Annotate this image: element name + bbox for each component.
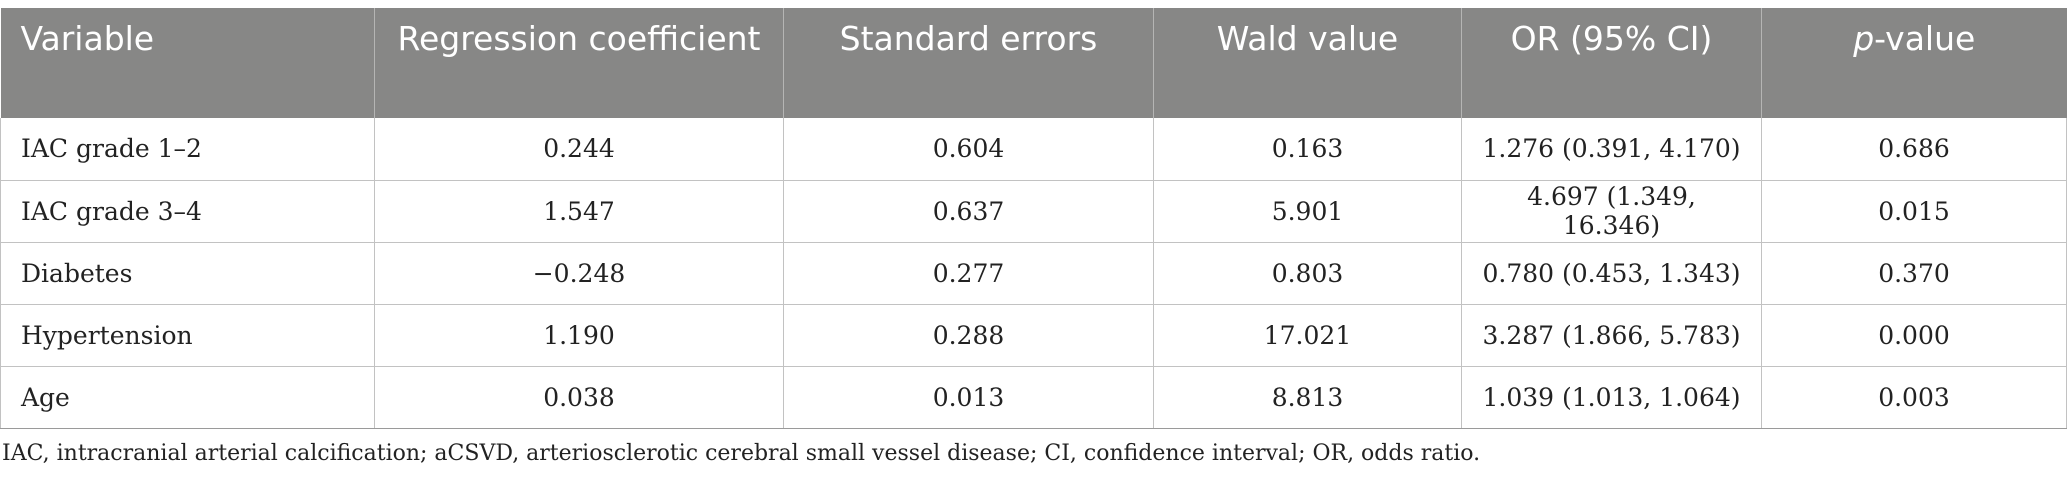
cell-or-ci: 1.039 (1.013, 1.064) bbox=[1461, 366, 1762, 429]
header-standard-errors: Standard errors bbox=[783, 8, 1154, 118]
cell-variable: Age bbox=[0, 366, 375, 429]
cell-or-ci: 4.697 (1.349, 16.346) bbox=[1461, 180, 1762, 243]
cell-p-value: 0.686 bbox=[1761, 118, 2067, 181]
cell-wald: 5.901 bbox=[1153, 180, 1462, 243]
header-row: Variable Regression coefficient Standard… bbox=[0, 8, 2067, 118]
cell-coefficient: 1.190 bbox=[374, 304, 784, 367]
logistic-regression-table: Variable Regression coefficient Standard… bbox=[0, 8, 2067, 429]
table-header: Variable Regression coefficient Standard… bbox=[0, 8, 2067, 118]
table-row: IAC grade 1–2 0.244 0.604 0.163 1.276 (0… bbox=[0, 118, 2067, 181]
cell-wald: 8.813 bbox=[1153, 366, 1462, 429]
cell-variable: IAC grade 3–4 bbox=[0, 180, 375, 243]
cell-p-value: 0.370 bbox=[1761, 242, 2067, 305]
header-or-ci: OR (95% CI) bbox=[1461, 8, 1762, 118]
header-p-value: p-value bbox=[1761, 8, 2067, 118]
cell-or-ci: 3.287 (1.866, 5.783) bbox=[1461, 304, 1762, 367]
cell-variable: Hypertension bbox=[0, 304, 375, 367]
cell-or-ci: 0.780 (0.453, 1.343) bbox=[1461, 242, 1762, 305]
header-wald-value: Wald value bbox=[1153, 8, 1462, 118]
cell-p-value: 0.015 bbox=[1761, 180, 2067, 243]
cell-coefficient: 0.244 bbox=[374, 118, 784, 181]
regression-table-container: Variable Regression coefficient Standard… bbox=[0, 8, 2068, 429]
table-body: IAC grade 1–2 0.244 0.604 0.163 1.276 (0… bbox=[0, 118, 2067, 429]
cell-p-value: 0.000 bbox=[1761, 304, 2067, 367]
cell-standard-error: 0.013 bbox=[783, 366, 1154, 429]
cell-coefficient: 0.038 bbox=[374, 366, 784, 429]
cell-variable: Diabetes bbox=[0, 242, 375, 305]
table-row: Diabetes −0.248 0.277 0.803 0.780 (0.453… bbox=[0, 242, 2067, 305]
cell-or-ci: 1.276 (0.391, 4.170) bbox=[1461, 118, 1762, 181]
cell-coefficient: 1.547 bbox=[374, 180, 784, 243]
cell-standard-error: 0.637 bbox=[783, 180, 1154, 243]
header-p-suffix: -value bbox=[1874, 19, 1976, 58]
header-p-italic: p bbox=[1853, 19, 1875, 58]
cell-wald: 0.803 bbox=[1153, 242, 1462, 305]
cell-coefficient: −0.248 bbox=[374, 242, 784, 305]
cell-standard-error: 0.288 bbox=[783, 304, 1154, 367]
header-regression-coefficient: Regression coefficient bbox=[374, 8, 784, 118]
header-variable: Variable bbox=[0, 8, 375, 118]
cell-variable: IAC grade 1–2 bbox=[0, 118, 375, 181]
cell-p-value: 0.003 bbox=[1761, 366, 2067, 429]
table-footnote: IAC, intracranial arterial calcification… bbox=[2, 441, 1481, 466]
cell-standard-error: 0.604 bbox=[783, 118, 1154, 181]
table-row: IAC grade 3–4 1.547 0.637 5.901 4.697 (1… bbox=[0, 180, 2067, 243]
table-row: Hypertension 1.190 0.288 17.021 3.287 (1… bbox=[0, 304, 2067, 367]
cell-wald: 17.021 bbox=[1153, 304, 1462, 367]
table-row: Age 0.038 0.013 8.813 1.039 (1.013, 1.06… bbox=[0, 366, 2067, 429]
cell-standard-error: 0.277 bbox=[783, 242, 1154, 305]
cell-wald: 0.163 bbox=[1153, 118, 1462, 181]
